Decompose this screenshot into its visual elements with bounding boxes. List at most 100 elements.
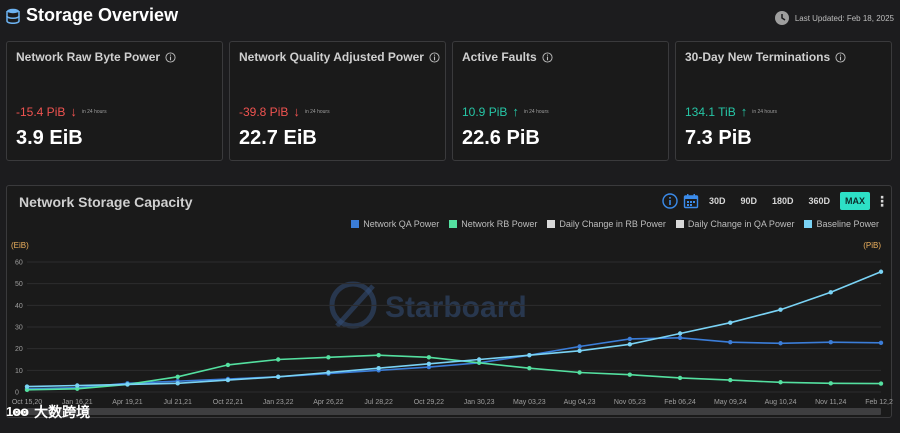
logo-mark: 1ꙩꙩ (6, 404, 29, 419)
data-point-network-rb-power (527, 365, 532, 371)
legend-item-rb-power[interactable]: Network RB Power (449, 219, 537, 229)
info-icon[interactable] (165, 51, 176, 63)
card-title: 30-Day New Terminations (685, 50, 831, 64)
x-tick-label: Jul 21,21 (163, 399, 192, 406)
data-point-baseline-power (225, 377, 231, 383)
card-value: 22.7 EiB (239, 127, 317, 149)
data-point-baseline-power (677, 331, 683, 336)
x-tick-label: Oct 22,21 (213, 399, 243, 406)
card-value: 22.6 PiB (462, 127, 540, 149)
chart-navigator-bar (27, 408, 881, 415)
data-point-network-rb-power (828, 381, 833, 386)
data-point-network-qa-power (778, 341, 783, 346)
left-axis-unit: (EiB) (11, 241, 29, 250)
data-point-network-rb-power (175, 374, 180, 380)
x-tick-label: Jul 28,22 (364, 399, 393, 406)
data-point-network-rb-power (476, 360, 482, 365)
legend-item-baseline-power[interactable]: Baseline Power (804, 219, 879, 229)
card-new-terminations: 30-Day New Terminations 134.1 TiB ↑ in 2… (675, 41, 892, 161)
x-tick-label: Oct 15,20 (12, 399, 42, 406)
range-90d-button[interactable]: 90D (740, 196, 757, 206)
range-360d-button[interactable]: 360D (808, 196, 830, 206)
y-tick-label: 20 (15, 346, 23, 353)
storage-capacity-chart-panel: Network Storage Capacity 30D 90D 180D 36… (6, 185, 893, 418)
legend-label: Daily Change in QA Power (687, 219, 795, 229)
x-tick-label: Jan 30,23 (464, 399, 495, 406)
data-point-network-rb-power (426, 355, 432, 360)
data-point-baseline-power (828, 290, 833, 295)
info-icon[interactable] (835, 51, 846, 63)
card-value: 3.9 EiB (16, 127, 83, 149)
data-point-baseline-power (577, 348, 582, 354)
data-point-baseline-power (24, 384, 30, 389)
info-icon[interactable] (429, 51, 440, 63)
data-point-network-rb-power (275, 357, 281, 362)
legend-swatch (351, 220, 360, 228)
database-icon (6, 8, 20, 24)
legend-label: Network QA Power (363, 219, 440, 229)
data-point-network-qa-power (577, 344, 582, 349)
data-point-network-qa-power (878, 340, 884, 346)
data-point-network-qa-power (828, 339, 833, 345)
data-point-network-rb-power (75, 386, 80, 391)
card-title: Network Raw Byte Power (16, 50, 161, 64)
series-line-network-rb-power (26, 354, 882, 391)
data-point-baseline-power (527, 352, 532, 358)
calendar-icon[interactable] (683, 193, 699, 209)
data-point-network-rb-power (728, 377, 733, 383)
legend-item-qa-power[interactable]: Network QA Power (351, 219, 439, 229)
data-point-baseline-power (326, 370, 331, 375)
x-tick-label: May 09,24 (714, 399, 747, 406)
legend-label: Daily Change in RB Power (559, 219, 666, 229)
clock-icon (774, 11, 789, 25)
x-tick-label: Feb 12,25 (865, 399, 893, 406)
data-point-network-qa-power (677, 335, 683, 341)
data-point-network-rb-power (577, 370, 582, 375)
series-line-network-qa-power (26, 336, 882, 390)
page-title: Storage Overview (26, 5, 179, 25)
page-header: Storage Overview Last Updated: Feb 18, 2… (0, 0, 900, 34)
legend-swatch (804, 220, 813, 228)
x-tick-label: Nov 05,23 (614, 399, 646, 406)
y-tick-label: 60 (15, 260, 23, 267)
range-max-button[interactable]: MAX (840, 192, 870, 210)
x-tick-label: Feb 06,24 (664, 399, 696, 406)
data-point-baseline-power (878, 269, 884, 274)
data-point-network-rb-power (376, 352, 381, 358)
y-tick-label: 30 (15, 325, 23, 332)
data-point-baseline-power (426, 361, 432, 367)
data-point-baseline-power (376, 365, 381, 371)
data-point-baseline-power (175, 381, 180, 386)
data-point-baseline-power (125, 382, 130, 387)
x-tick-label: Nov 11,24 (815, 399, 846, 406)
delta-value: 10.9 PiB (462, 104, 508, 119)
x-tick-label: Aug 10,24 (765, 399, 797, 406)
data-point-network-rb-power (677, 375, 683, 381)
data-point-network-rb-power (24, 387, 30, 393)
range-180d-button[interactable]: 180D (771, 196, 794, 206)
arrow-down-icon: ↓ (293, 104, 300, 119)
info-icon[interactable] (662, 193, 678, 209)
delta-note: in 24 hours (752, 108, 777, 115)
delta-value: -15.4 PiB (16, 104, 66, 119)
delta-value: 134.1 TiB (685, 104, 736, 119)
range-30d-button[interactable]: 30D (708, 196, 726, 206)
legend-swatch (449, 220, 458, 228)
watermark-logo-slash (335, 284, 375, 328)
card-active-faults: Active Faults 10.9 PiB ↑ in 24 hours 22.… (452, 41, 669, 161)
chart-legend: Network QA Power Network RB Power Daily … (351, 219, 879, 229)
card-title: Active Faults (462, 50, 537, 64)
info-icon[interactable] (542, 51, 553, 63)
watermark-text: Starboard (385, 291, 527, 324)
data-point-network-rb-power (225, 362, 231, 368)
data-point-baseline-power (728, 320, 733, 325)
chart-title: Network Storage Capacity (19, 194, 193, 210)
legend-item-daily-change-qa[interactable]: Daily Change in QA Power (675, 219, 795, 229)
last-updated: Last Updated: Feb 18, 2025 (774, 10, 894, 26)
line-chart-plot: Starboard 0 10 20 30 40 50 60 Oct 15,20 Jan 16,21… (12, 260, 893, 415)
legend-item-daily-change-rb[interactable]: Daily Change in RB Power (547, 219, 666, 229)
overlay-logo: 1ꙩꙩ 大数跨境 (6, 402, 90, 422)
delta-note: in 24 hours (81, 108, 107, 115)
card-raw-byte-power: Network Raw Byte Power -15.4 PiB ↓ in 24… (6, 41, 223, 161)
data-point-baseline-power (778, 307, 783, 312)
